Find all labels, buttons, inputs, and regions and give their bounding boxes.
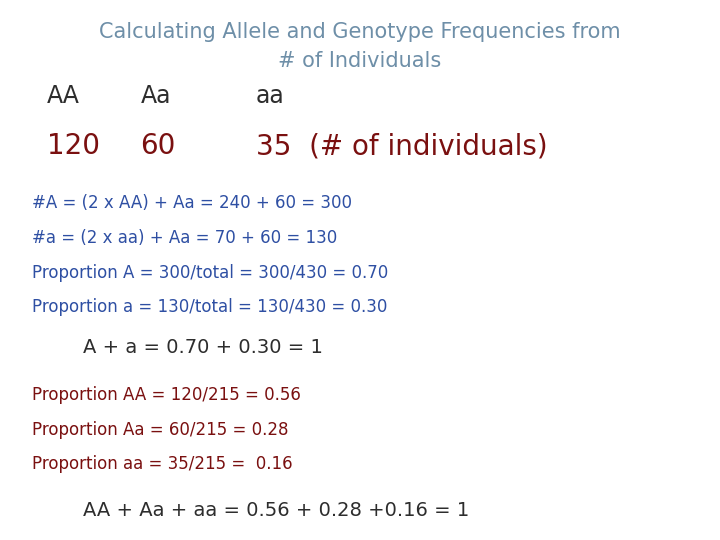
Text: Proportion A = 300/total = 300/430 = 0.70: Proportion A = 300/total = 300/430 = 0.7… [32,264,389,281]
Text: 60: 60 [140,132,176,160]
Text: # of Individuals: # of Individuals [279,51,441,71]
Text: Proportion aa = 35/215 =  0.16: Proportion aa = 35/215 = 0.16 [32,455,293,473]
Text: 120: 120 [47,132,100,160]
Text: AA + Aa + aa = 0.56 + 0.28 +0.16 = 1: AA + Aa + aa = 0.56 + 0.28 +0.16 = 1 [83,501,469,520]
Text: Proportion AA = 120/215 = 0.56: Proportion AA = 120/215 = 0.56 [32,386,301,404]
Text: AA: AA [47,84,80,107]
Text: #a = (2 x aa) + Aa = 70 + 60 = 130: #a = (2 x aa) + Aa = 70 + 60 = 130 [32,229,338,247]
Text: Aa: Aa [140,84,171,107]
Text: #A = (2 x AA) + Aa = 240 + 60 = 300: #A = (2 x AA) + Aa = 240 + 60 = 300 [32,194,352,212]
Text: Proportion a = 130/total = 130/430 = 0.30: Proportion a = 130/total = 130/430 = 0.3… [32,298,388,316]
Text: Proportion Aa = 60/215 = 0.28: Proportion Aa = 60/215 = 0.28 [32,421,289,438]
Text: 35  (# of individuals): 35 (# of individuals) [256,132,547,160]
Text: aa: aa [256,84,284,107]
Text: Calculating Allele and Genotype Frequencies from: Calculating Allele and Genotype Frequenc… [99,22,621,42]
Text: A + a = 0.70 + 0.30 = 1: A + a = 0.70 + 0.30 = 1 [83,338,323,357]
